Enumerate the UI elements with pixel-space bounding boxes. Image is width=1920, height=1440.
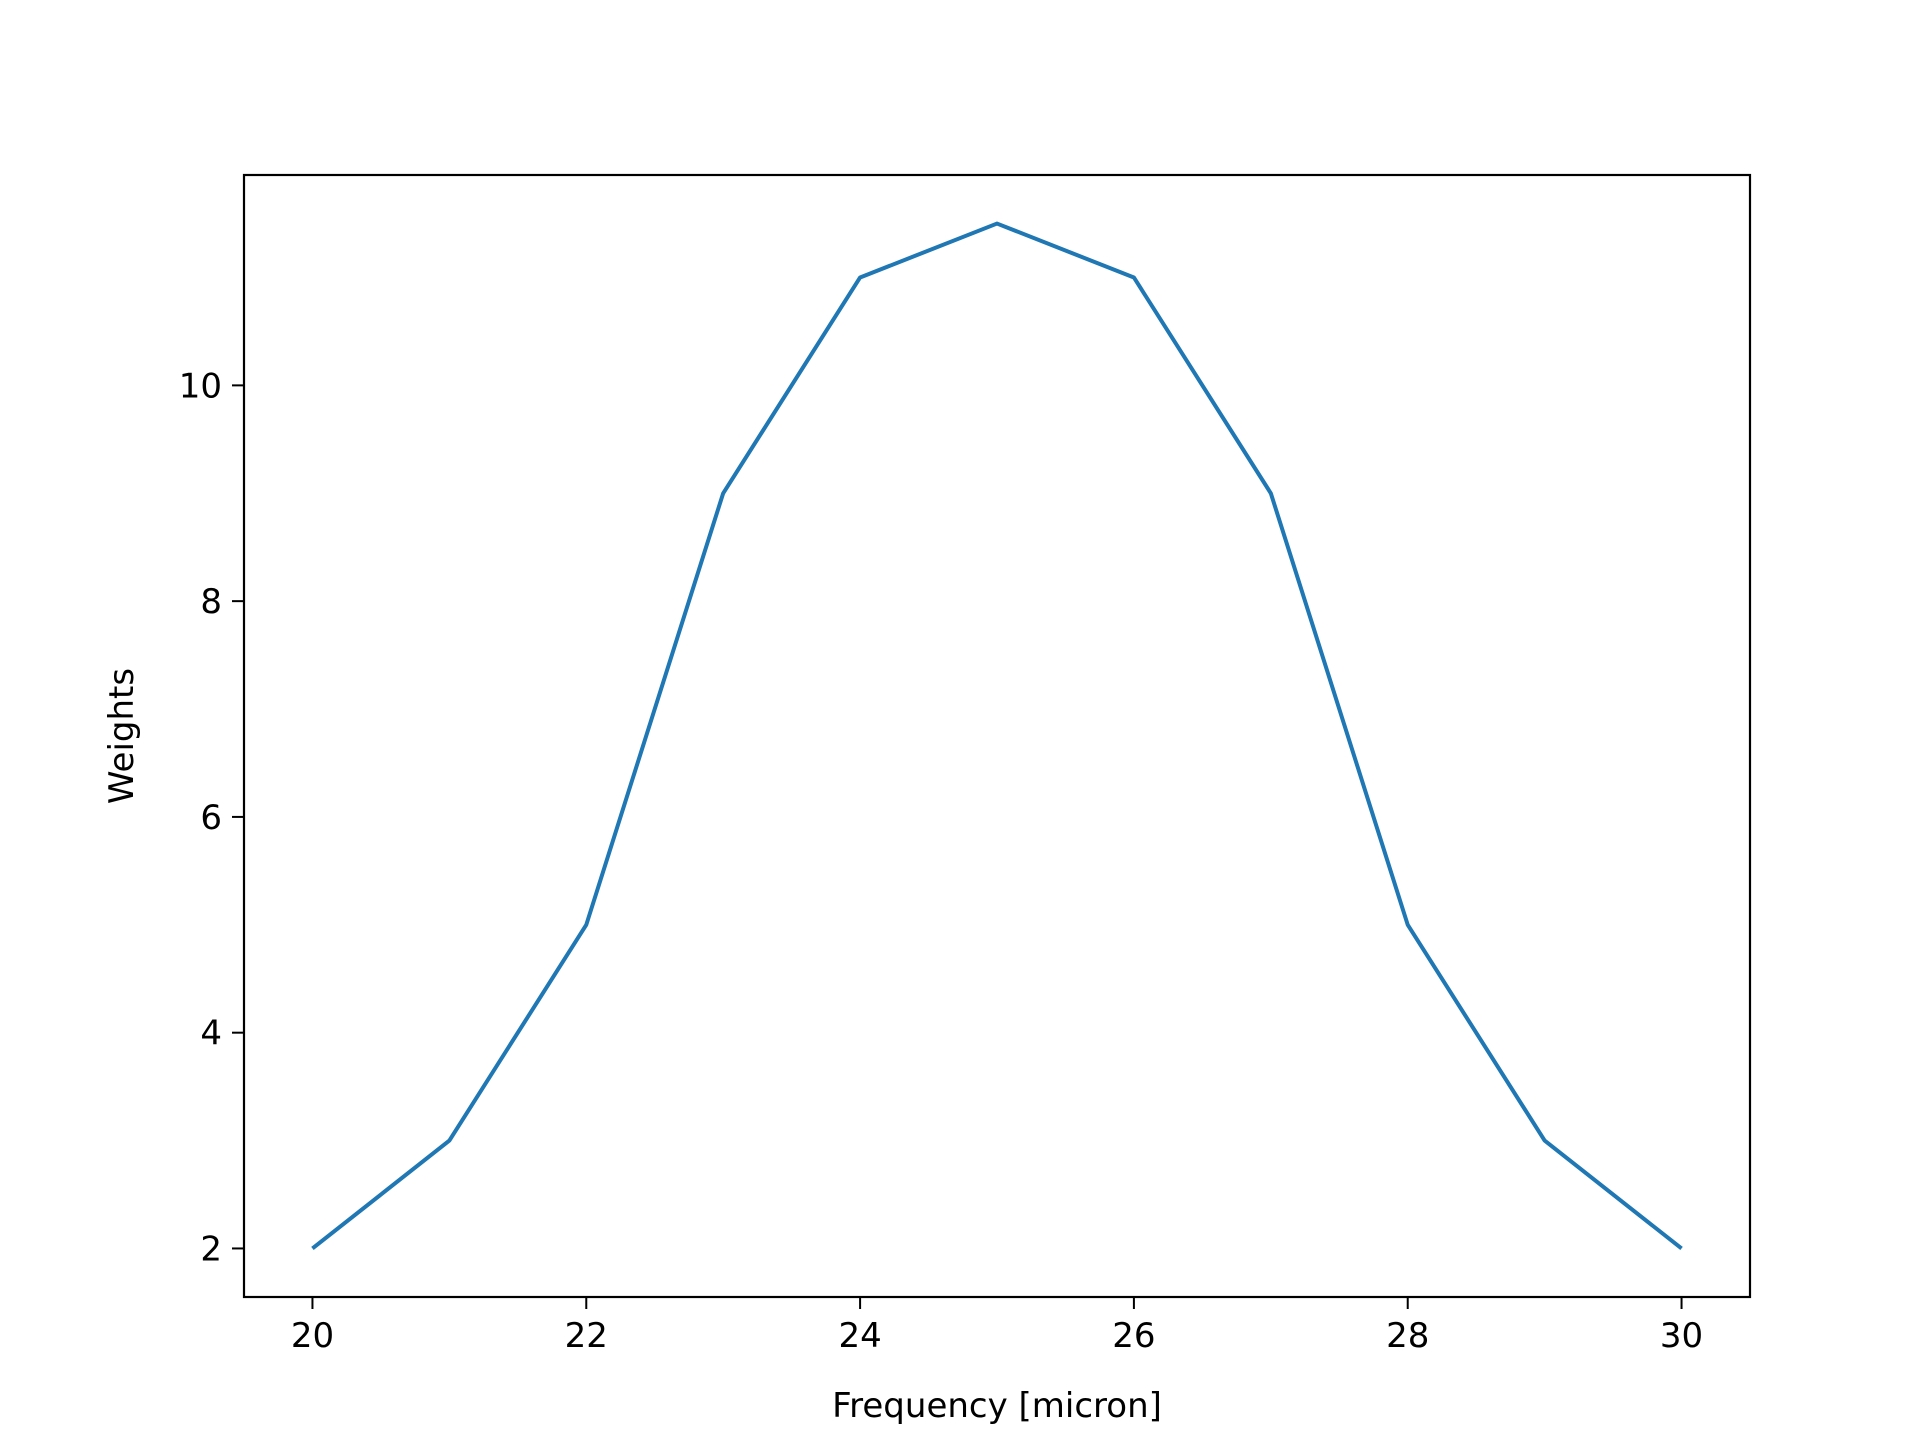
y-tick-label: 2 <box>200 1229 222 1269</box>
x-axis-ticks: 20 22 24 26 28 30 <box>291 1297 1703 1356</box>
x-axis-title: Frequency [micron] <box>832 1386 1162 1426</box>
y-tick-label: 6 <box>200 798 222 838</box>
x-tick-label: 30 <box>1660 1316 1703 1356</box>
y-tick-label: 4 <box>200 1014 222 1054</box>
series-line <box>311 221 1683 1251</box>
plot-background <box>244 175 1750 1297</box>
x-tick-label: 22 <box>565 1316 608 1356</box>
plot-frame <box>242 173 1752 1299</box>
x-tick-label: 28 <box>1386 1316 1429 1356</box>
x-tick-label: 20 <box>291 1316 334 1356</box>
series-layer <box>311 221 1683 1251</box>
x-tick-label: 26 <box>1112 1316 1155 1356</box>
y-axis-title: Weights <box>102 668 142 804</box>
y-axis-ticks: 2 4 6 8 10 <box>179 366 244 1269</box>
y-tick-label: 10 <box>179 366 222 406</box>
y-tick-label: 8 <box>200 582 222 622</box>
x-tick-label: 24 <box>838 1316 881 1356</box>
